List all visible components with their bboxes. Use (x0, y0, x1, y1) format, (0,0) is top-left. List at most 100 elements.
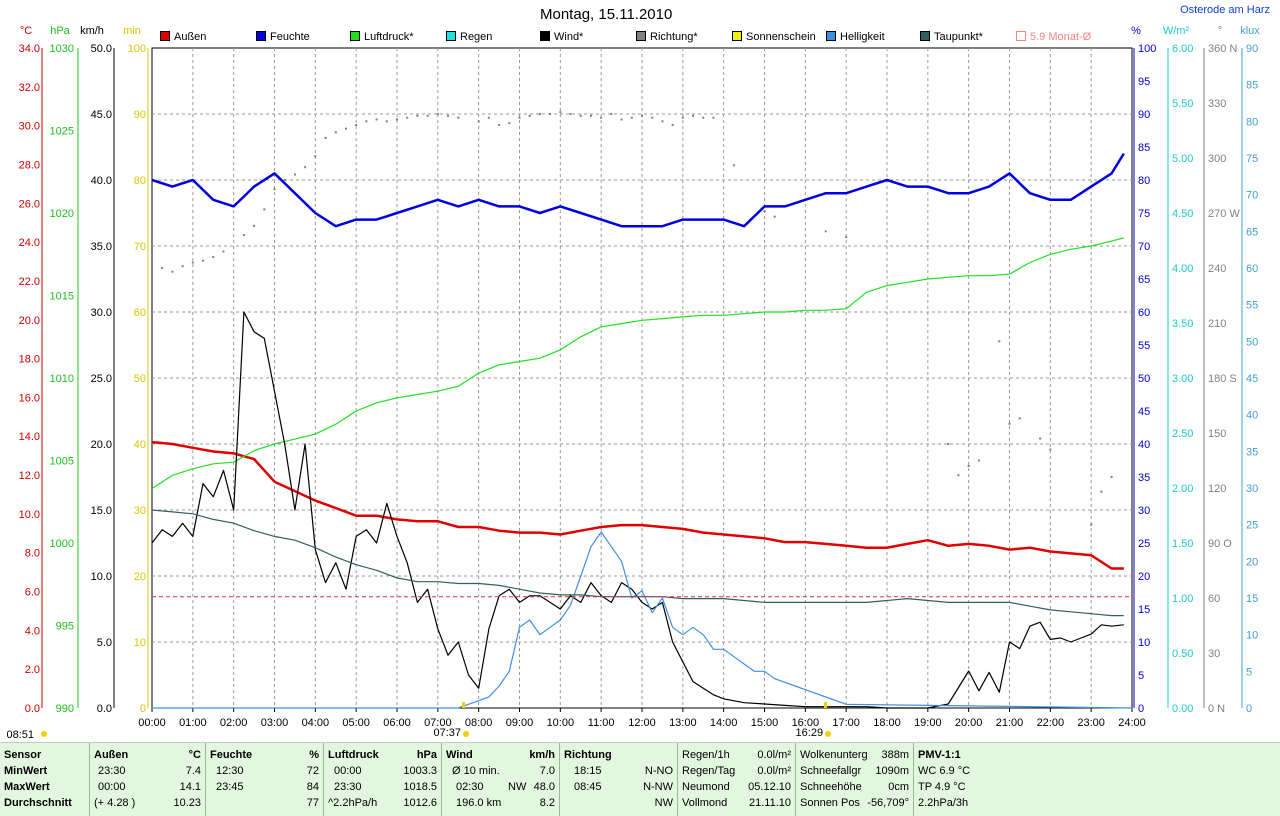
sunset-marker (825, 731, 832, 737)
left-axis-tick-label: 1005 (50, 456, 74, 468)
direction-point (589, 114, 592, 117)
x-tick-label: 23:00 (1077, 717, 1105, 729)
x-tick-label: 20:00 (955, 717, 983, 729)
regen-tag-label: Regen/Tag (682, 765, 736, 777)
left-axis-tick-label: 14.0 (19, 431, 40, 443)
right-axis-tick-label: 2.00 (1172, 483, 1193, 495)
direction-point (498, 124, 501, 126)
series-line (151, 152, 1125, 228)
right-axis-tick-label: 90 (1138, 109, 1150, 121)
right-axis-tick-label: 80 (1138, 175, 1150, 187)
legend-item: Richtung* (636, 31, 698, 43)
direction-point (385, 120, 388, 123)
left-axis-tick-label: 15.0 (91, 505, 112, 517)
direction-point (283, 179, 286, 181)
luftdruck-min-value: 1003.3 (403, 765, 437, 777)
wolkenunterg-value: 388m (881, 749, 909, 761)
direction-point (671, 124, 674, 126)
vollmond-value: 21.11.10 (748, 797, 791, 809)
series-line (151, 440, 1124, 570)
legend-item: Wind* (540, 31, 583, 43)
left-axis-tick-label: 30.0 (91, 307, 112, 319)
right-axis-tick-label: 3.50 (1172, 318, 1193, 330)
series-line (151, 237, 1124, 490)
right-axis-tick-label: 270 W (1208, 208, 1240, 220)
wind-current-value: 7.0 (539, 765, 555, 777)
direction-point (263, 208, 266, 211)
left-axis-tick-label: 26.0 (19, 198, 40, 210)
x-tick-label: 17:00 (832, 717, 860, 729)
direction-point (549, 113, 552, 115)
right-axis-tick-label: 150 (1208, 428, 1226, 440)
left-axis-tick-label: 10.0 (19, 509, 40, 521)
direction-point (702, 116, 705, 119)
richtung-min-time: 18:15 (574, 765, 602, 777)
avg-label: Durchschnitt (4, 797, 72, 809)
legend-item: Feuchte (256, 31, 310, 43)
direction-point (181, 265, 184, 268)
direction-point (477, 120, 480, 123)
right-axis-tick-label: 5 (1246, 666, 1252, 678)
direction-point (416, 114, 419, 117)
schneehoehe-label: Schneehöhe (800, 781, 862, 793)
pmv-column: PMV-1:1 WC 6.9 °C TP 4.9 °C 2.2hPa/3h (914, 743, 1004, 816)
richtung-min-value: N-NO (644, 765, 673, 777)
x-tick-label: 00:00 (138, 717, 166, 729)
left-axis-tick-label: 30.0 (19, 121, 40, 133)
right-axis-tick-label: 85 (1246, 80, 1258, 92)
legend-swatch (256, 31, 266, 41)
direction-point (242, 234, 245, 236)
left-axis-unit: km/h (80, 25, 104, 37)
left-axis-tick-label: 10.0 (91, 571, 112, 583)
wind-distance: 196.0 km (456, 797, 502, 809)
x-tick-label: 16:00 (792, 717, 820, 729)
legend-swatch (826, 31, 836, 41)
chart-title: Montag, 15.11.2010 (540, 6, 673, 23)
direction-point (344, 127, 347, 130)
left-axis-unit: °C (20, 25, 32, 37)
direction-point (579, 114, 582, 117)
left-axis-tick-label: 30 (134, 505, 146, 517)
right-axis-tick-label: 10 (1138, 637, 1150, 649)
direction-point (773, 215, 776, 218)
direction-point (569, 113, 572, 115)
aussen-avg-value: 10.23 (173, 797, 201, 809)
sonnenpos-label: Sonnen Pos (800, 797, 860, 809)
direction-point (355, 124, 358, 126)
direction-point (1018, 417, 1021, 420)
right-axis-tick-label: 1.00 (1172, 593, 1193, 605)
right-axis-tick-label: 0.50 (1172, 648, 1193, 660)
left-axis-tick-label: 5.0 (97, 637, 112, 649)
right-axis-tick-label: 5.50 (1172, 98, 1193, 110)
direction-point (1110, 476, 1113, 478)
legend-swatch (920, 31, 930, 41)
x-tick-label: 21:00 (996, 717, 1024, 729)
feuchte-header: Feuchte (210, 749, 253, 761)
wind-max-dir: NW (508, 781, 527, 793)
legend-swatch (160, 31, 170, 41)
left-axis-tick-label: 24.0 (19, 237, 40, 249)
left-axis-tick-label: 25.0 (91, 373, 112, 385)
right-axis-tick-label: 15 (1138, 604, 1150, 616)
right-axis-tick-label: 40 (1246, 410, 1258, 422)
right-axis-tick-label: 20 (1246, 556, 1258, 568)
direction-point (559, 111, 562, 114)
direction-point (293, 173, 296, 176)
right-axis-tick-label: 35 (1246, 446, 1258, 458)
direction-point (171, 270, 174, 273)
direction-point (763, 210, 766, 213)
wind-avg-value: 8.2 (539, 797, 555, 809)
vollmond-label: Vollmond (682, 797, 728, 809)
left-axis-tick-label: 50.0 (91, 43, 112, 55)
sensor-column: Sensor MinWert MaxWert Durchschnitt (0, 743, 90, 816)
legend-item: Regen (446, 31, 492, 43)
right-axis-tick-label: 120 (1208, 483, 1226, 495)
right-axis-tick-label: 60 (1138, 307, 1150, 319)
left-axis-tick-label: 90 (134, 109, 146, 121)
left-axis-tick-label: 22.0 (19, 276, 40, 288)
right-axis-tick-label: 25 (1138, 538, 1150, 550)
right-axis-tick-label: 30 (1208, 648, 1220, 660)
sunrise-tick (462, 702, 466, 708)
direction-point (324, 136, 327, 139)
legend-item: Taupunkt* (920, 31, 983, 43)
